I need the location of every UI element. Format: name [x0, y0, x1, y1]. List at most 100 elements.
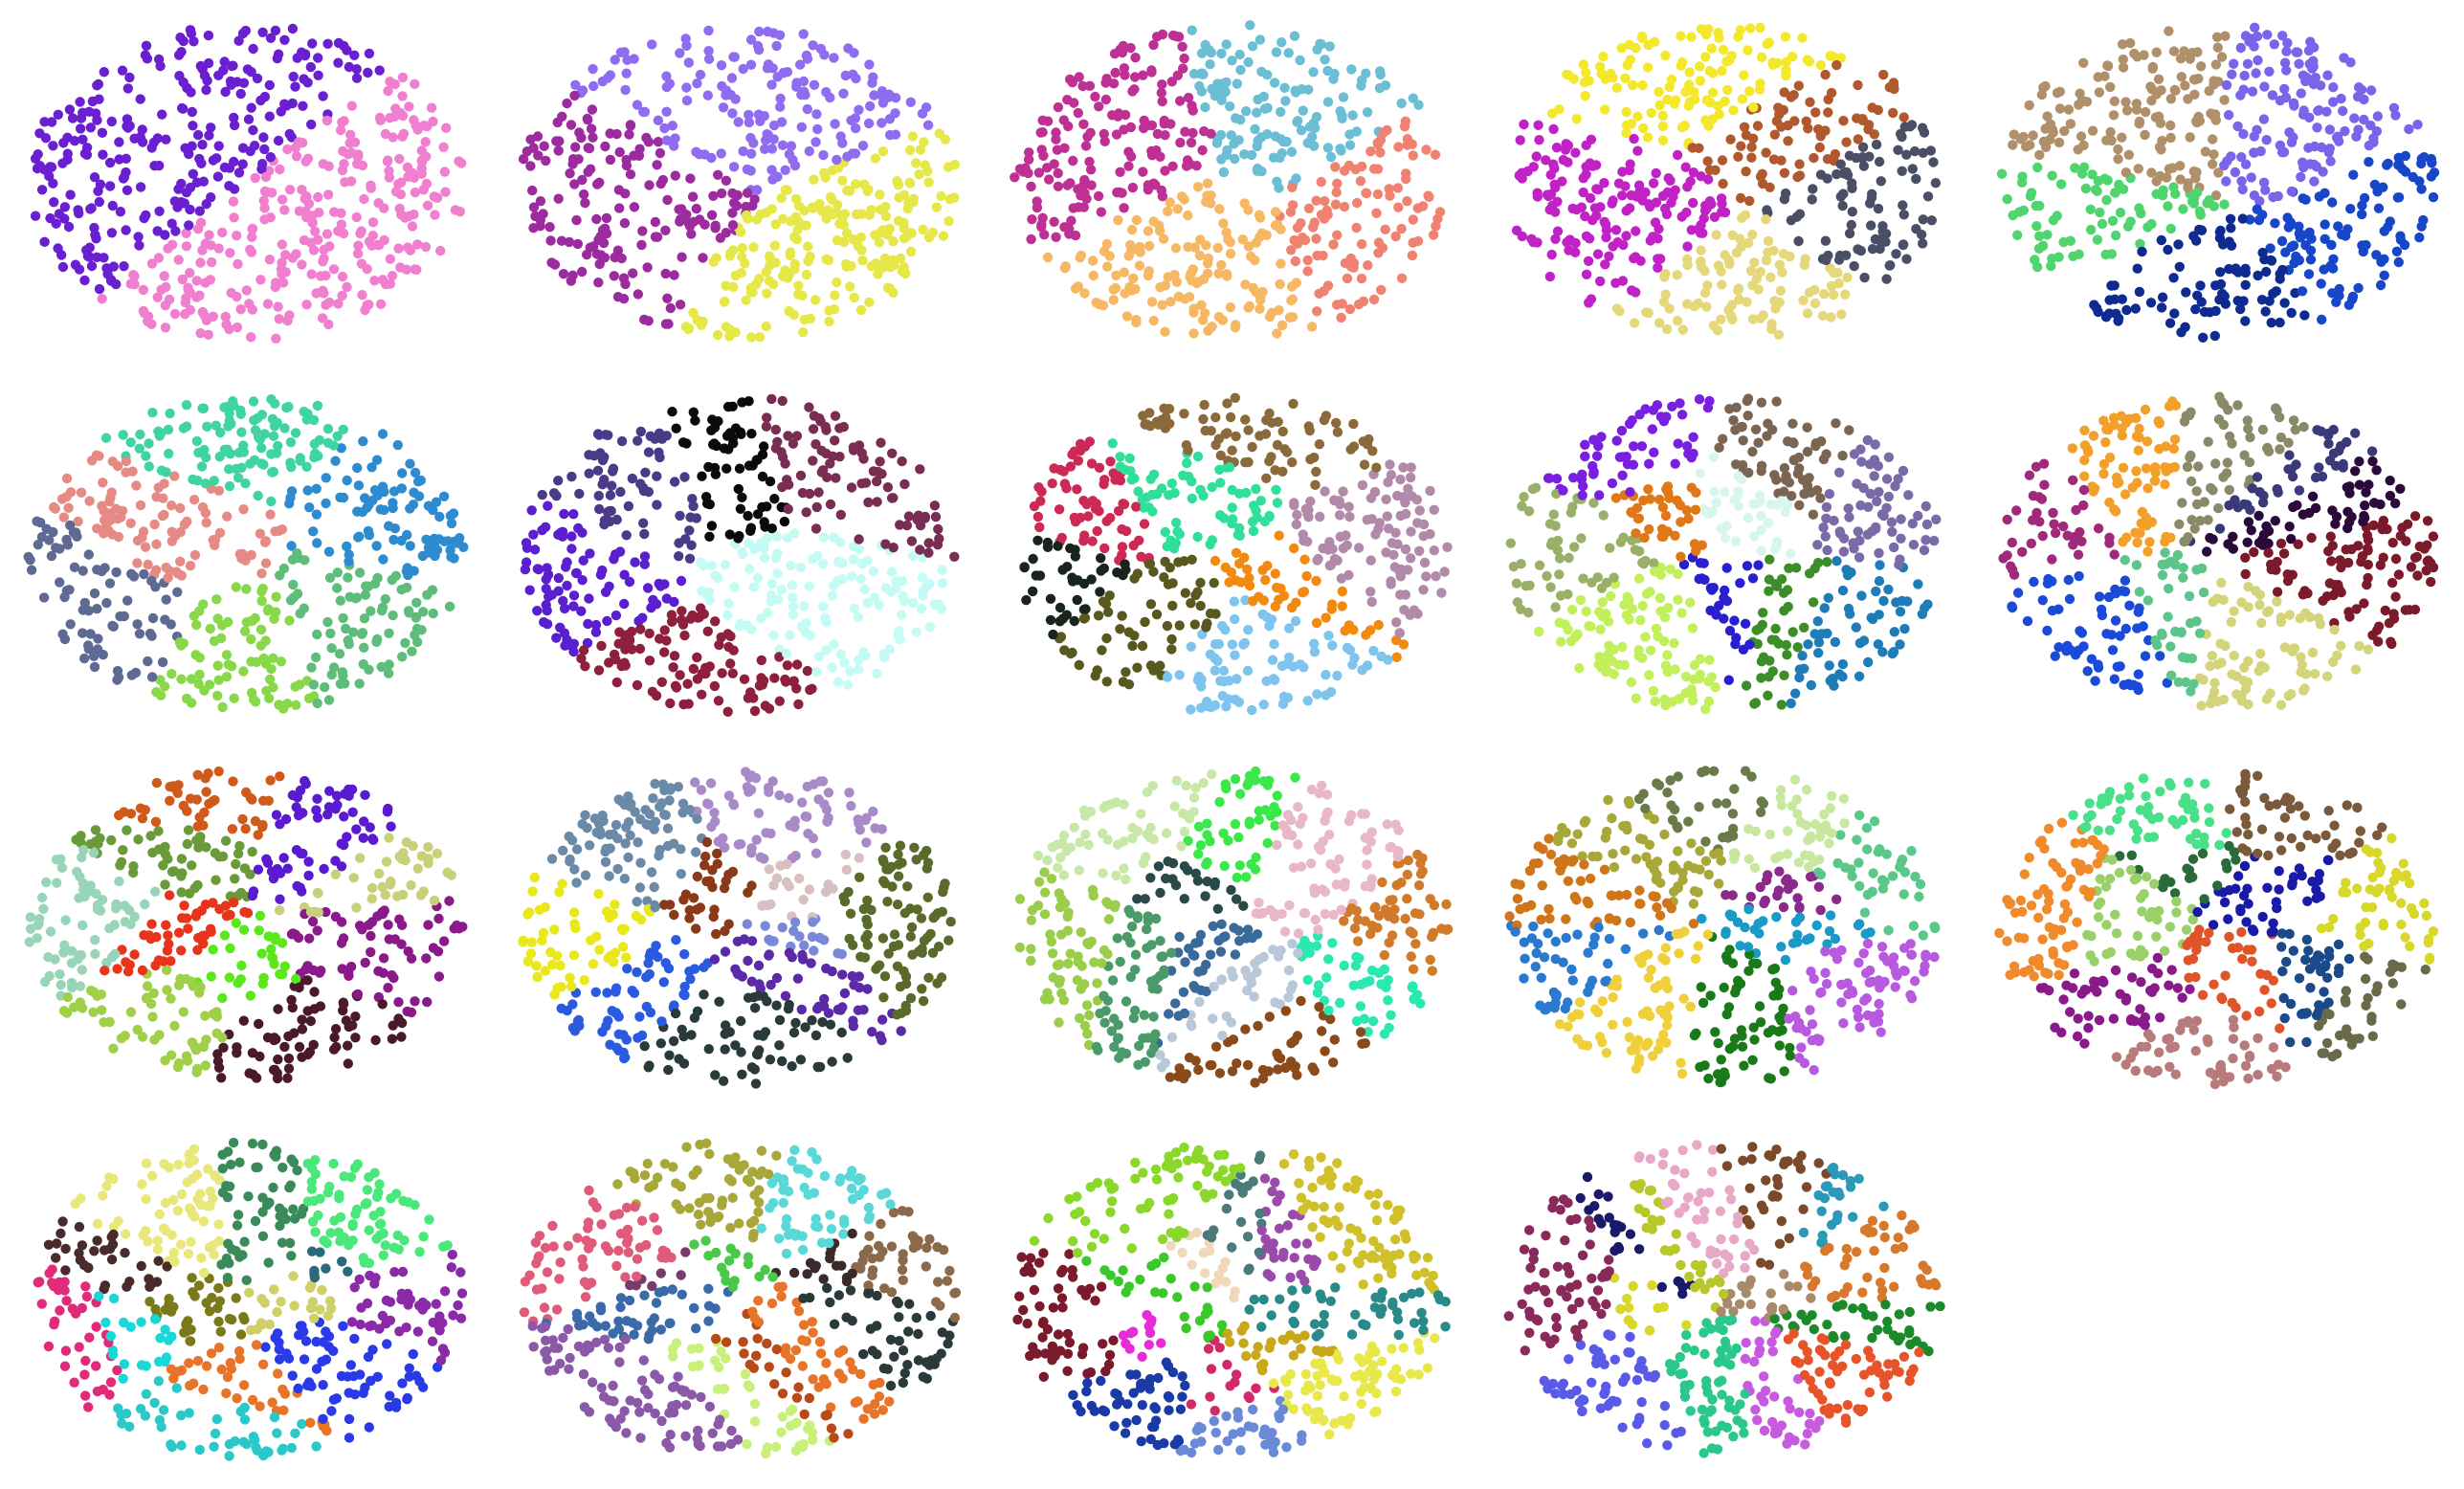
- point-3-190: [1302, 255, 1313, 266]
- point-2-431: [614, 146, 625, 158]
- point-7-476: [742, 620, 753, 631]
- point-1-427: [92, 80, 102, 91]
- point-9-330: [1517, 500, 1527, 512]
- point-3-213: [1099, 128, 1109, 140]
- point-1-490: [362, 263, 372, 275]
- point-6-73: [371, 455, 383, 465]
- point-6-207: [205, 623, 215, 634]
- point-2-187: [880, 201, 891, 212]
- point-6-392: [308, 414, 320, 426]
- point-2-84: [735, 227, 746, 237]
- point-2-35: [733, 117, 744, 127]
- point-4-272: [1722, 84, 1733, 96]
- point-8-400: [1119, 499, 1130, 510]
- point-3-101: [1111, 129, 1122, 140]
- point-7-516: [679, 472, 690, 482]
- point-4-140: [1741, 167, 1751, 177]
- point-5-223: [2215, 267, 2226, 278]
- point-5-368: [2105, 81, 2116, 93]
- point-3-243: [1188, 303, 1199, 314]
- point-5-516: [2419, 152, 2430, 163]
- point-3-290: [1086, 180, 1097, 190]
- point-8-453: [1269, 638, 1279, 650]
- point-5-525: [2265, 255, 2276, 266]
- point-4-250: [1580, 211, 1590, 222]
- point-6-549: [111, 567, 122, 578]
- point-7-254: [813, 487, 824, 498]
- point-8-165: [1174, 620, 1185, 631]
- point-7-292: [877, 469, 887, 479]
- point-8-544: [1399, 605, 1410, 615]
- point-3-281: [1062, 95, 1073, 105]
- point-7-492: [772, 594, 784, 605]
- point-6-85: [380, 593, 390, 605]
- point-1-467: [228, 196, 239, 207]
- point-5-95: [2106, 280, 2117, 291]
- point-9-338: [1577, 490, 1587, 500]
- point-5-386: [2078, 140, 2089, 151]
- point-6-449: [403, 569, 413, 581]
- point-9-386: [1609, 669, 1619, 679]
- point-1-556: [97, 294, 107, 304]
- point-1-383: [155, 60, 166, 72]
- point-3-305: [1166, 77, 1177, 87]
- point-2-522: [742, 164, 753, 175]
- point-3-536: [1181, 161, 1192, 171]
- point-5-60: [2198, 332, 2209, 343]
- point-4-547: [1633, 180, 1645, 190]
- point-3-40: [1407, 250, 1418, 261]
- point-1-525: [322, 38, 333, 49]
- point-1-140: [146, 258, 158, 269]
- point-3-431: [1143, 270, 1154, 281]
- point-8-379: [1272, 582, 1282, 593]
- point-4-244: [1657, 110, 1668, 122]
- point-3-77: [1128, 273, 1139, 284]
- point-2-311: [780, 165, 790, 175]
- point-3-109: [1375, 147, 1386, 158]
- point-9-300: [1865, 488, 1876, 500]
- point-7-494: [603, 507, 613, 518]
- point-1-382: [161, 281, 171, 293]
- point-3-362: [1262, 70, 1273, 80]
- point-7-56: [543, 500, 553, 511]
- point-8-459: [1151, 609, 1163, 620]
- point-9-282: [1896, 533, 1906, 544]
- point-4-297: [1865, 198, 1876, 209]
- point-5-158: [2106, 135, 2117, 146]
- point-5-259: [2076, 168, 2088, 179]
- point-9-362: [1845, 609, 1855, 619]
- point-2-380: [625, 121, 636, 131]
- point-4-215: [1859, 272, 1870, 283]
- point-2-11: [936, 190, 946, 202]
- point-9-237: [1756, 510, 1766, 522]
- point-2-329: [849, 48, 859, 58]
- point-5-549: [2134, 286, 2145, 298]
- point-9-322: [1802, 446, 1813, 457]
- point-3-262: [1322, 65, 1333, 77]
- point-1-177: [292, 53, 302, 63]
- point-6-482: [342, 475, 352, 486]
- point-2-548: [616, 253, 627, 264]
- point-1-287: [199, 70, 211, 81]
- point-6-318: [186, 674, 197, 684]
- point-9-127: [1813, 637, 1825, 648]
- point-4-162: [1533, 120, 1543, 130]
- point-8-528: [1035, 496, 1046, 506]
- point-4-121: [1586, 134, 1597, 144]
- point-3-352: [1256, 228, 1267, 238]
- point-2-254: [788, 232, 800, 242]
- point-2-345: [605, 154, 616, 166]
- point-9-252: [1838, 546, 1850, 557]
- point-2-455: [927, 227, 939, 238]
- point-5-318: [2276, 147, 2288, 158]
- point-2-205: [605, 70, 616, 80]
- point-1-298: [99, 253, 109, 263]
- point-5-372: [2115, 208, 2126, 218]
- point-1-403: [333, 57, 344, 68]
- point-1-429: [375, 299, 387, 309]
- point-7-504: [593, 490, 604, 501]
- point-4-148: [1552, 226, 1564, 236]
- point-3-242: [1396, 223, 1407, 234]
- point-1-240: [275, 164, 285, 175]
- point-4-371: [1593, 184, 1604, 195]
